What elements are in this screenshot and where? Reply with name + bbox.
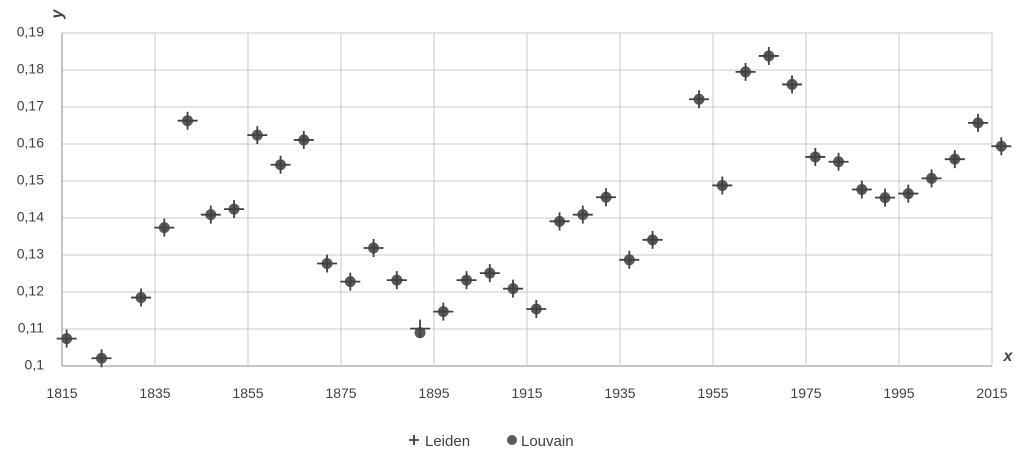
y-tick-label: 0,17 (17, 98, 44, 114)
leiden-point (782, 75, 803, 94)
leiden-point (154, 218, 175, 237)
y-tick-label: 0,16 (17, 135, 44, 151)
leiden-point (968, 113, 989, 132)
y-tick-label: 0,13 (17, 246, 44, 262)
leiden-point (91, 349, 112, 368)
y-axis-title: y (49, 8, 66, 19)
series-louvain (61, 50, 1007, 364)
leiden-point (805, 147, 826, 166)
leiden-point (642, 230, 663, 249)
x-axis-title: x (1003, 348, 1014, 365)
y-tick-label: 0,1 (25, 357, 45, 373)
data-series (56, 46, 1012, 368)
leiden-point (991, 137, 1012, 156)
legend-item-leiden: Leiden (409, 433, 470, 450)
legend-louvain-marker (507, 435, 517, 445)
leiden-point (689, 90, 710, 109)
leiden-point (851, 180, 872, 199)
legend-leiden-label: Leiden (425, 433, 470, 450)
leiden-point (479, 264, 500, 283)
leiden-point (317, 254, 338, 273)
leiden-point (131, 288, 152, 307)
y-axis-ticks: 0,1 0,11 0,12 0,13 0,14 0,15 0,16 0,17 0,18 0,19 (17, 24, 44, 373)
legend: Leiden Louvain (409, 433, 574, 450)
legend-leiden-marker (409, 435, 419, 445)
leiden-point (340, 272, 361, 291)
leiden-point (735, 62, 756, 81)
y-tick-label: 0,15 (17, 172, 44, 188)
y-tick-label: 0,14 (17, 209, 44, 225)
leiden-point (712, 176, 733, 195)
leiden-point (456, 271, 477, 290)
leiden-point (898, 184, 919, 203)
leiden-point (758, 46, 779, 65)
leiden-point (224, 200, 245, 219)
leiden-point (619, 250, 640, 269)
x-axis-ticks: 1815 1835 1855 1875 1895 1915 1935 1955 1975 1995… (46, 385, 1007, 401)
y-tick-label: 0,11 (18, 320, 44, 336)
y-tick-label: 0,18 (17, 61, 44, 77)
x-tick-label: 1855 (232, 385, 263, 401)
x-tick-label: 1975 (790, 385, 821, 401)
leiden-point (526, 300, 547, 319)
leiden-point (549, 212, 570, 231)
legend-item-louvain: Louvain (507, 433, 574, 450)
leiden-point (56, 329, 77, 348)
leiden-point (572, 205, 593, 224)
leiden-point (177, 111, 198, 130)
leiden-point (386, 271, 407, 290)
leiden-point (363, 238, 384, 257)
leiden-point (410, 319, 431, 338)
leiden-point (944, 150, 965, 169)
leiden-point (293, 130, 314, 149)
x-tick-label: 1995 (883, 385, 914, 401)
y-tick-label: 0,12 (17, 283, 44, 299)
leiden-point (596, 188, 617, 207)
leiden-point (247, 126, 268, 145)
x-tick-label: 1835 (139, 385, 170, 401)
leiden-point (433, 302, 454, 321)
y-tick-label: 0,19 (17, 24, 44, 40)
x-tick-label: 1875 (325, 385, 356, 401)
x-tick-label: 1915 (511, 385, 542, 401)
x-tick-label: 1955 (697, 385, 728, 401)
leiden-point (503, 279, 524, 298)
legend-louvain-label: Louvain (521, 433, 574, 450)
leiden-point (828, 152, 849, 171)
x-tick-label: 1895 (418, 385, 449, 401)
leiden-point (200, 205, 221, 224)
series-leiden (56, 46, 1012, 368)
x-tick-label: 1935 (604, 385, 635, 401)
leiden-point (921, 169, 942, 188)
x-tick-label: 2015 (976, 385, 1007, 401)
leiden-point (270, 155, 291, 174)
x-tick-label: 1815 (46, 385, 77, 401)
plot-grid (61, 32, 993, 367)
leiden-point (875, 188, 896, 207)
